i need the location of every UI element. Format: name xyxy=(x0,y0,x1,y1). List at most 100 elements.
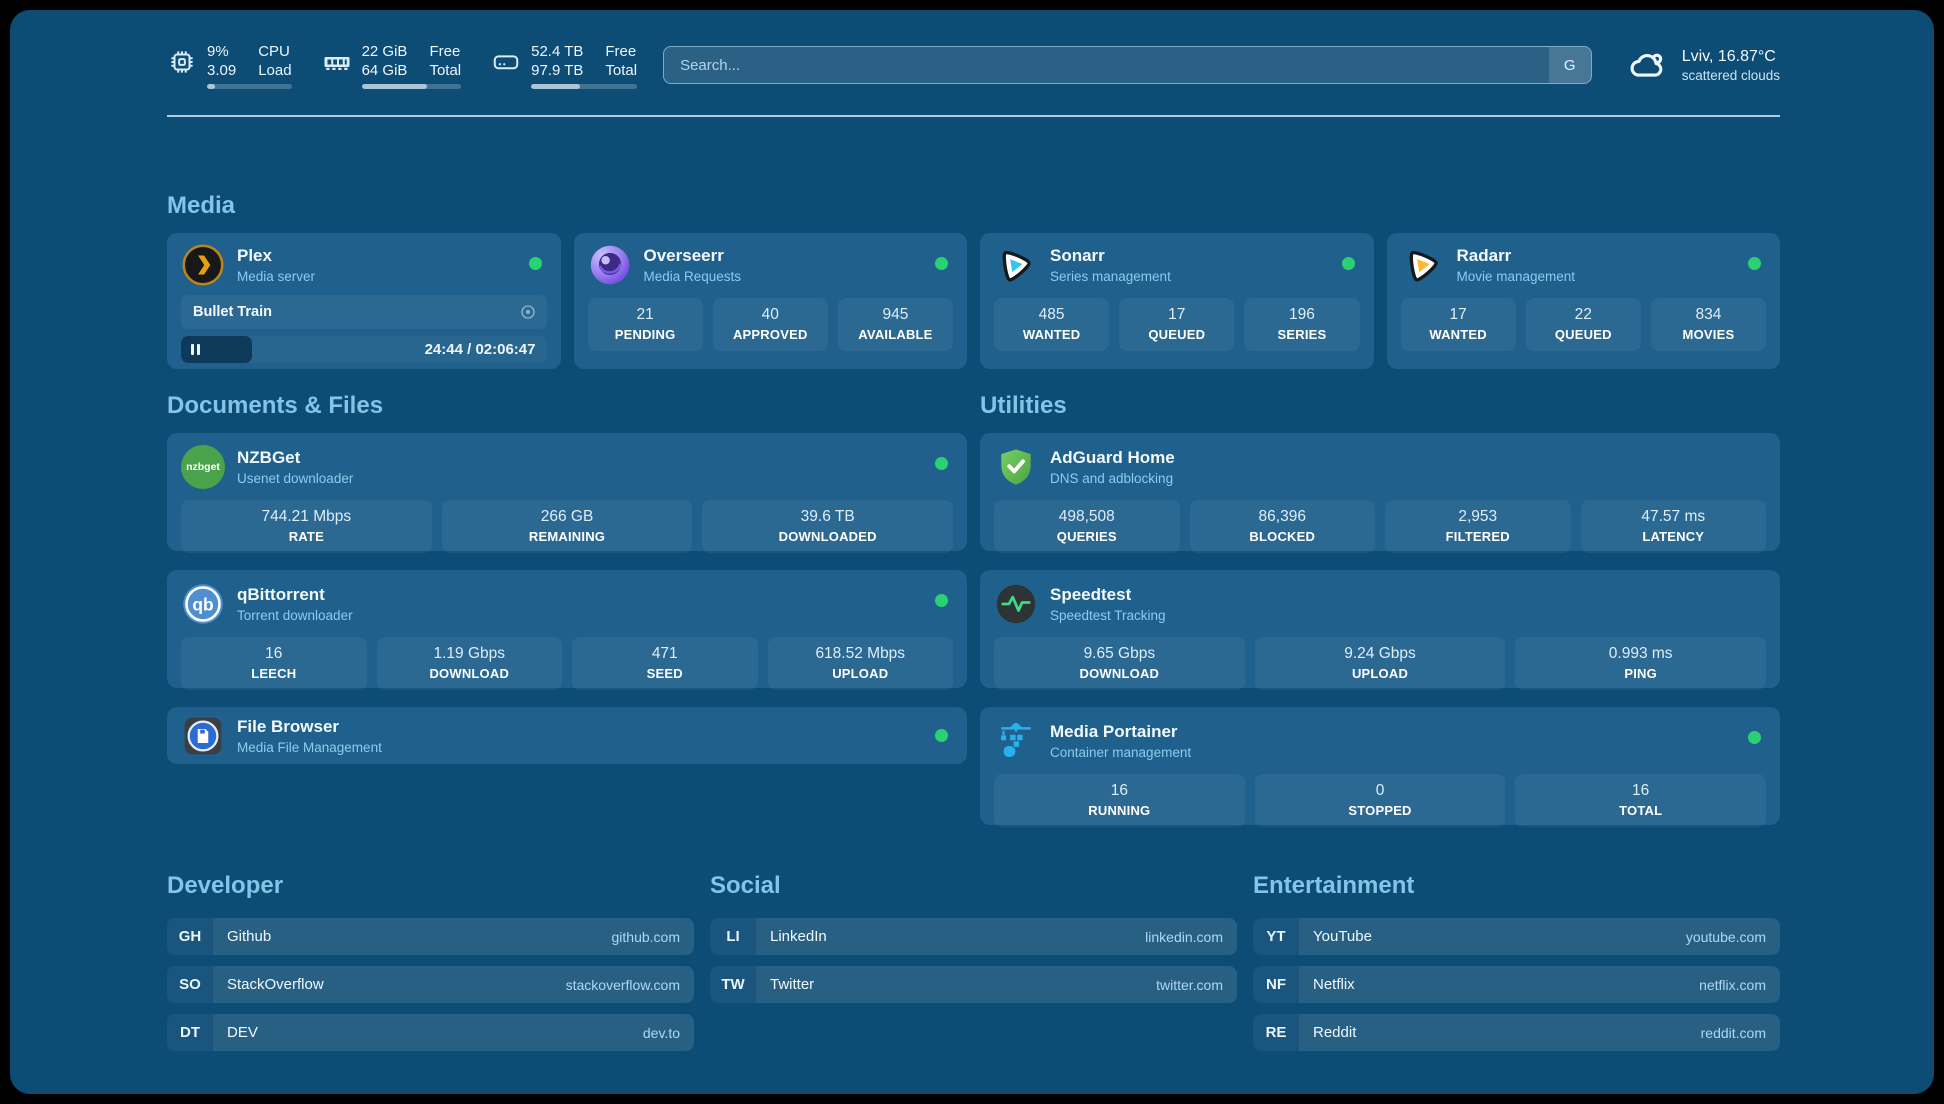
stat-label: DOWNLOADED xyxy=(778,529,877,544)
link-row-youtube[interactable]: YT YouTube youtube.com xyxy=(1253,918,1780,955)
stat-value: 485 xyxy=(1038,306,1065,323)
stat-label: DOWNLOAD xyxy=(1079,666,1160,681)
stat-label: REMAINING xyxy=(528,529,606,544)
metric-value: 22 GiB xyxy=(361,42,408,60)
app-title: AdGuard Home xyxy=(1050,448,1175,467)
stat-label: WANTED xyxy=(1022,327,1081,342)
link-row-twitter[interactable]: TW Twitter twitter.com xyxy=(710,966,1237,1003)
link-url: twitter.com xyxy=(1156,976,1223,993)
stat-label: AVAILABLE xyxy=(858,327,933,342)
svg-text:qb: qb xyxy=(192,595,213,615)
link-url: github.com xyxy=(611,928,680,945)
stat-value: 16 xyxy=(1110,782,1128,799)
link-row-stackoverflow[interactable]: SO StackOverflow stackoverflow.com xyxy=(167,966,694,1003)
status-dot xyxy=(935,457,948,470)
stat-tile: 618.52 Mbps UPLOAD xyxy=(767,637,953,690)
stat-tile: 17 QUEUED xyxy=(1119,298,1235,351)
stat-tile: 16 RUNNING xyxy=(994,774,1245,827)
link-row-reddit[interactable]: RE Reddit reddit.com xyxy=(1253,1014,1780,1051)
session-icon[interactable] xyxy=(519,303,537,321)
stat-tile: 498,508 QUERIES xyxy=(994,500,1180,553)
link-row-dev[interactable]: DT DEV dev.to xyxy=(167,1014,694,1051)
link-group-developer: Developer GH Github github.com SO StackO… xyxy=(167,871,694,1062)
section-title-social: Social xyxy=(710,872,781,899)
stat-label: STOPPED xyxy=(1348,803,1412,818)
documents-column: Documents & Files nzbget NZBGet Usenet d… xyxy=(167,391,967,764)
stat-value: 0 xyxy=(1375,782,1385,799)
stat-tile: 945 AVAILABLE xyxy=(837,298,954,351)
search-engine-button[interactable]: G xyxy=(1548,47,1591,83)
metric-label: Total xyxy=(605,61,638,79)
utilities-column: Utilities AdGuard Home xyxy=(980,391,1780,827)
stat-tile: 21 PENDING xyxy=(587,298,703,351)
app-card-speedtest[interactable]: Speedtest Speedtest Tracking 9.65 Gbps D… xyxy=(980,570,1780,690)
stat-value: 40 xyxy=(761,306,779,323)
app-card-nzbget[interactable]: nzbget NZBGet Usenet downloader 744.21 M… xyxy=(167,433,967,553)
app-card-filebrowser[interactable]: File Browser Media File Management xyxy=(167,707,967,764)
section-title-entertainment: Entertainment xyxy=(1253,872,1415,899)
section-title-utilities: Utilities xyxy=(980,392,1067,419)
stat-value: 618.52 Mbps xyxy=(815,645,906,662)
weather-widget: Lviv, 16.87°C scattered clouds xyxy=(1625,43,1780,87)
stat-value: 39.6 TB xyxy=(800,508,855,525)
memory-icon xyxy=(322,47,352,77)
link-group-entertainment: Entertainment YT YouTube youtube.com NF … xyxy=(1253,871,1780,1062)
top-bar: 9% 3.09 CPU Load xyxy=(167,41,1780,89)
stat-tile: 9.24 Gbps UPLOAD xyxy=(1254,637,1506,690)
pause-icon[interactable] xyxy=(191,344,200,355)
link-row-linkedin[interactable]: LI LinkedIn linkedin.com xyxy=(710,918,1237,955)
app-card-adguard[interactable]: AdGuard Home DNS and adblocking 498,508 … xyxy=(980,433,1780,553)
app-subtitle: Movie management xyxy=(1456,269,1576,284)
stat-tile: 39.6 TB DOWNLOADED xyxy=(702,500,954,553)
app-subtitle: Media File Management xyxy=(237,739,382,755)
stat-value: 471 xyxy=(651,645,678,662)
cpu-progress-bar xyxy=(207,83,292,89)
app-subtitle: Media Requests xyxy=(643,269,742,284)
stat-label: PENDING xyxy=(614,327,676,342)
app-card-radarr[interactable]: Radarr Movie management 17 WANTED 22 QUE… xyxy=(1386,233,1780,369)
search-bar: G xyxy=(663,46,1592,84)
stat-label: TOTAL xyxy=(1619,803,1663,818)
link-tag: DT xyxy=(167,1014,213,1051)
metric-value: 3.09 xyxy=(207,61,237,79)
stat-tile: 16 LEECH xyxy=(181,637,367,690)
link-row-netflix[interactable]: NF Netflix netflix.com xyxy=(1253,966,1780,1003)
playback-progress: 24:44 / 02:06:47 xyxy=(181,336,547,363)
metric-label: Load xyxy=(258,61,292,79)
link-tag: NF xyxy=(1253,966,1299,1003)
section-title-documents: Documents & Files xyxy=(167,392,384,419)
app-card-overseerr[interactable]: Overseerr Media Requests 21 PENDING 40 A… xyxy=(573,233,967,369)
app-title: Media Portainer xyxy=(1050,722,1178,741)
metric-label: Free xyxy=(605,42,637,60)
stat-value: 16 xyxy=(1632,782,1650,799)
filebrowser-icon xyxy=(181,714,225,758)
disk-progress-bar xyxy=(531,83,638,89)
overseerr-icon xyxy=(588,243,632,287)
stat-label: FILTERED xyxy=(1445,529,1510,544)
app-card-portainer[interactable]: Media Portainer Container management 16 … xyxy=(980,707,1780,827)
status-dot xyxy=(935,257,948,270)
link-row-github[interactable]: GH Github github.com xyxy=(167,918,694,955)
stat-value: 17 xyxy=(1449,306,1467,323)
dashboard: 9% 3.09 CPU Load xyxy=(10,10,1934,1094)
stat-label: WANTED xyxy=(1429,327,1487,342)
cpu-icon xyxy=(167,47,197,77)
app-card-plex[interactable]: Plex Media server Bullet Train 24:44 / 0… xyxy=(167,233,561,369)
app-title: qBittorrent xyxy=(237,585,325,604)
stat-label: QUEUED xyxy=(1148,327,1206,342)
stat-label: UPLOAD xyxy=(832,666,889,681)
app-card-qbittorrent[interactable]: qb qBittorrent Torrent downloader 16 LEE… xyxy=(167,570,967,690)
topbar-divider xyxy=(167,115,1780,117)
app-subtitle: Container management xyxy=(1050,745,1192,760)
app-card-sonarr[interactable]: Sonarr Series management 485 WANTED 17 Q… xyxy=(980,233,1374,369)
link-url: reddit.com xyxy=(1700,1024,1766,1041)
stat-value: 9.24 Gbps xyxy=(1344,645,1416,662)
app-title: Overseerr xyxy=(643,246,724,265)
memory-metric: 22 GiB 64 GiB Free Total xyxy=(322,42,462,89)
stat-label: QUERIES xyxy=(1056,529,1117,544)
disk-metric: 52.4 TB 97.9 TB Free Total xyxy=(491,42,638,89)
stat-tile: 0 STOPPED xyxy=(1254,774,1506,827)
search-input[interactable] xyxy=(663,46,1592,84)
stat-label: RUNNING xyxy=(1088,803,1151,818)
app-title: Speedtest xyxy=(1050,585,1132,604)
